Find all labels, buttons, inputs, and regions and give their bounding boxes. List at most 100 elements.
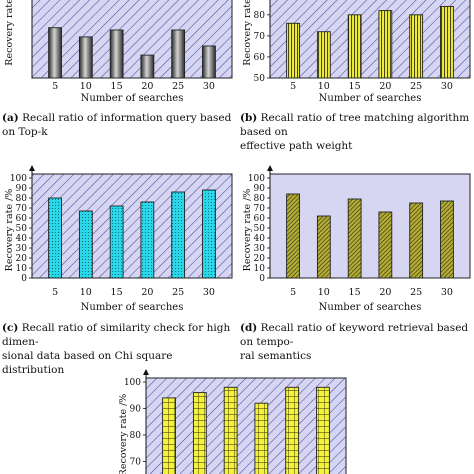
bar-d-0 <box>286 193 300 279</box>
y-tick-label-d-1: 10 <box>254 264 266 274</box>
x-tick-label-c-2: 15 <box>111 287 123 298</box>
bar-c-2 <box>109 205 124 279</box>
bar-b-0 <box>286 22 300 79</box>
x-tick-label-a-5: 30 <box>203 81 215 92</box>
caption-a: (a) Recall ratio of information query ba… <box>2 111 238 139</box>
bar-a-1 <box>78 36 93 79</box>
x-tick-label-a-4: 25 <box>172 81 184 92</box>
plot-area-c <box>31 173 233 279</box>
bar-e-2 <box>223 386 238 474</box>
x-tick-label-d-3: 20 <box>379 287 391 298</box>
x-tick-label-b-5: 30 <box>441 81 453 92</box>
y-tick-label-d-10: 100 <box>248 174 265 184</box>
bar-e-3 <box>254 402 269 474</box>
caption-c-text-line1: Recall ratio of similarity check for hig… <box>2 322 231 348</box>
y-axis-label-d: Recovery rate /% <box>242 189 253 272</box>
y-tick-label-c-9: 90 <box>16 184 28 194</box>
x-axis-label-b: Number of searches <box>319 93 422 104</box>
x-tick-label-a-1: 10 <box>80 81 92 92</box>
bar-e-4 <box>285 386 300 474</box>
charts-layer: Recovery rate 5 10 15 20 25 30 Number of search… <box>4 0 471 474</box>
bar-e-0 <box>162 397 176 474</box>
x-tick-label-d-5: 30 <box>441 287 453 298</box>
bar-e-1 <box>192 392 207 474</box>
x-tick-label-c-0: 5 <box>52 287 58 298</box>
y-axis-label-e: Recovery rate /% <box>118 394 129 474</box>
plot-area-a <box>31 0 233 79</box>
caption-b-label: (b) <box>240 112 258 124</box>
bar-b-1 <box>316 31 331 79</box>
bar-d-1 <box>316 215 331 279</box>
caption-d: (d) Recall ratio of keyword retrieval ba… <box>240 321 474 363</box>
y-tick-label-b-3: 80 <box>254 11 266 21</box>
y-tick-label-d-7: 70 <box>254 204 266 214</box>
caption-b: (b) Recall ratio of tree matching algori… <box>240 111 474 153</box>
y-tick-label-e-1: 70 <box>130 458 142 468</box>
bar-c-5 <box>202 189 216 279</box>
bar-e-5 <box>316 386 330 474</box>
y-tick-label-e-3: 90 <box>130 405 142 415</box>
y-tick-label-c-8: 80 <box>16 194 28 204</box>
x-tick-label-c-5: 30 <box>203 287 215 298</box>
x-tick-label-a-0: 5 <box>52 81 58 92</box>
y-tick-label-c-10: 100 <box>10 174 27 184</box>
bar-d-3 <box>378 211 393 279</box>
bar-d-2 <box>347 198 362 279</box>
y-tick-label-d-8: 80 <box>254 194 266 204</box>
bar-a-0 <box>48 27 62 79</box>
x-axis-label-c: Number of searches <box>81 302 184 313</box>
x-axis-label-a: Number of searches <box>81 93 184 104</box>
x-tick-label-a-2: 15 <box>111 81 123 92</box>
x-tick-label-a-3: 20 <box>141 81 153 92</box>
y-axis-arrow-e <box>143 369 149 375</box>
bar-b-4 <box>409 14 424 79</box>
bar-b-5 <box>440 5 454 79</box>
bar-b-3 <box>378 10 393 79</box>
y-tick-label-c-5: 50 <box>16 224 28 234</box>
chart-a: Recovery rate 5 10 15 20 25 30 Number of search… <box>4 0 233 104</box>
x-tick-label-c-1: 10 <box>80 287 92 298</box>
x-tick-label-d-4: 25 <box>410 287 422 298</box>
caption-d-text-line2: ral semantics <box>240 350 312 362</box>
caption-c: (c) Recall ratio of similarity check for… <box>2 321 238 377</box>
y-axis-arrow-d <box>267 165 273 171</box>
y-tick-label-d-4: 40 <box>254 234 266 244</box>
bar-d-5 <box>440 200 454 279</box>
y-tick-label-c-0: 0 <box>21 274 27 284</box>
x-tick-label-d-0: 5 <box>290 287 296 298</box>
y-tick-label-b-2: 70 <box>254 32 266 42</box>
x-tick-label-c-4: 25 <box>172 287 184 298</box>
y-tick-label-d-9: 90 <box>254 184 266 194</box>
x-tick-label-d-2: 15 <box>349 287 361 298</box>
caption-d-text-line1: Recall ratio of keyword retrieval based … <box>240 322 469 348</box>
y-tick-label-b-0: 50 <box>254 74 266 84</box>
x-axis-label-d: Number of searches <box>319 302 422 313</box>
caption-d-label: (d) <box>240 322 258 334</box>
x-tick-label-d-1: 10 <box>318 287 330 298</box>
caption-a-label: (a) <box>2 112 19 124</box>
y-tick-label-d-0: 0 <box>259 274 265 284</box>
y-tick-label-c-3: 30 <box>16 244 28 254</box>
bar-c-0 <box>48 197 62 279</box>
y-axis-arrow-c <box>29 165 35 171</box>
bar-c-1 <box>78 210 93 279</box>
x-tick-label-b-3: 20 <box>379 81 391 92</box>
bar-c-3 <box>140 201 155 279</box>
x-tick-label-b-2: 15 <box>349 81 361 92</box>
plot-area-d <box>269 173 471 279</box>
y-tick-label-d-2: 20 <box>254 254 266 264</box>
bar-a-2 <box>109 29 124 79</box>
x-tick-label-c-3: 20 <box>141 287 153 298</box>
caption-b-text-line1: Recall ratio of tree matching algorithm … <box>240 112 470 138</box>
x-tick-label-b-0: 5 <box>290 81 296 92</box>
y-tick-label-b-1: 60 <box>254 53 266 63</box>
y-axis-label-a: Recovery rate <box>4 0 15 66</box>
y-tick-label-d-5: 50 <box>254 224 266 234</box>
caption-a-text: Recall ratio of information query based … <box>2 112 232 138</box>
x-tick-label-b-1: 10 <box>318 81 330 92</box>
y-tick-label-c-7: 70 <box>16 204 28 214</box>
x-tick-label-b-4: 25 <box>410 81 422 92</box>
